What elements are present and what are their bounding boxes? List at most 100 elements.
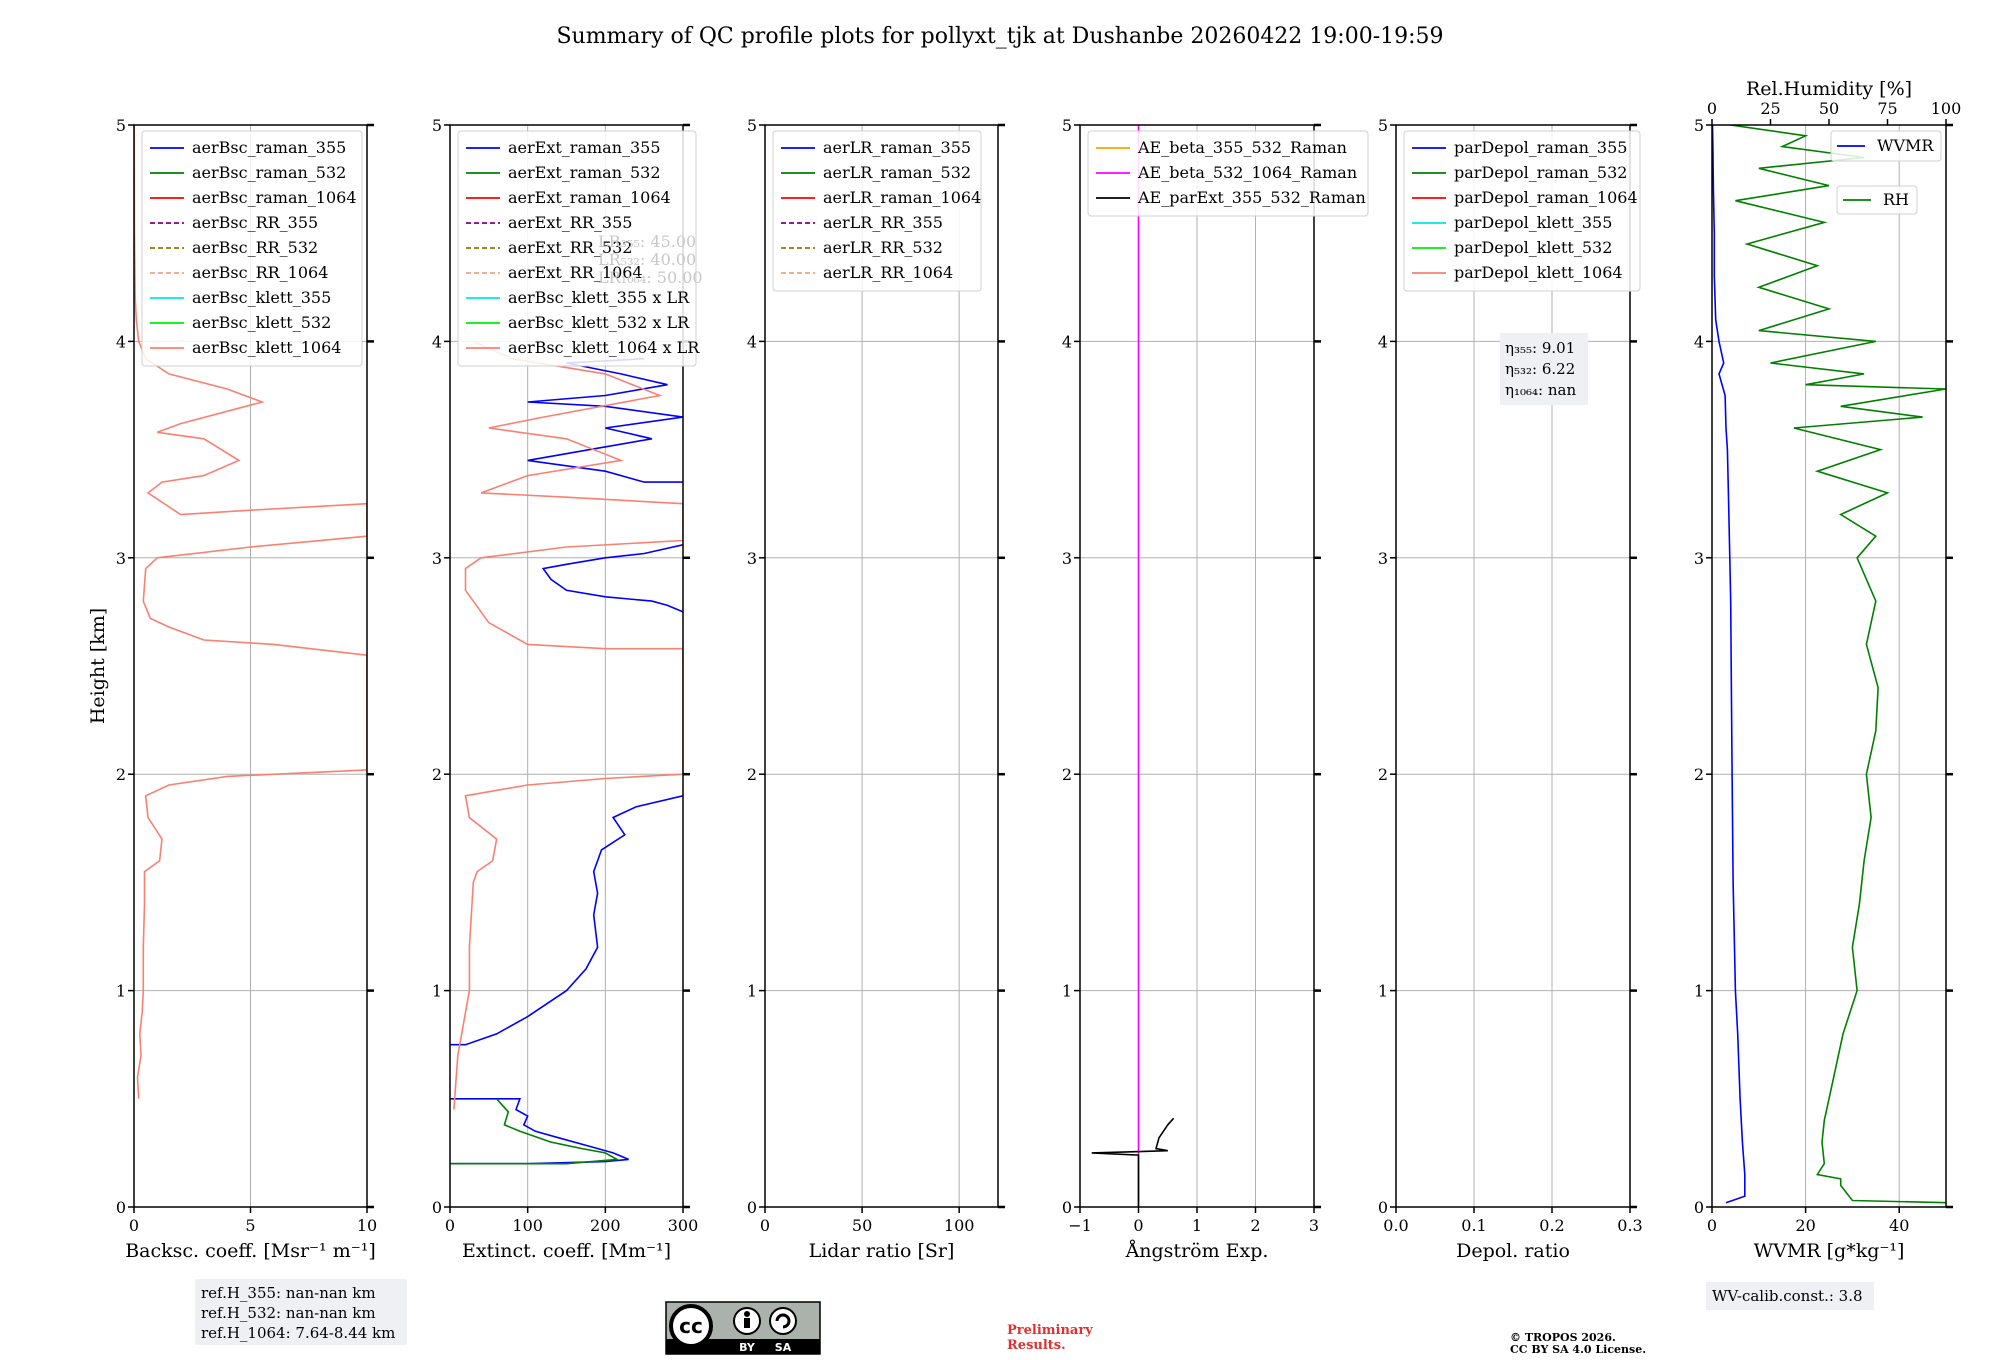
cc-logo-text: cc bbox=[679, 1314, 703, 1338]
ref-height-532: ref.H_532: nan-nan km bbox=[201, 1304, 376, 1322]
ref-height-box: ref.H_355: nan-nan km ref.H_532: nan-nan… bbox=[195, 1279, 407, 1345]
legend-frame bbox=[141, 130, 363, 367]
eta-annotation: η₃₅₅: 9.01 bbox=[1505, 339, 1575, 357]
x-tick-label: −1 bbox=[1068, 1216, 1092, 1235]
x-tick-label: 5 bbox=[245, 1216, 255, 1235]
y-tick-label: 4 bbox=[747, 332, 757, 351]
y-tick-label: 0 bbox=[432, 1198, 442, 1217]
y-tick-label: 5 bbox=[1378, 116, 1388, 135]
sa-text: SA bbox=[775, 1341, 792, 1354]
y-tick-label: 3 bbox=[747, 549, 757, 568]
legend-label: aerExt_RR_1064 bbox=[508, 263, 643, 282]
eta-annotation-box bbox=[1500, 333, 1588, 405]
sa-share-icon bbox=[769, 1307, 797, 1335]
series-line-aerbsc-klett-1064 bbox=[134, 125, 367, 1099]
legend-frame bbox=[1403, 130, 1641, 292]
y-tick-label: 1 bbox=[1378, 982, 1388, 1001]
preliminary-line-2: Results. bbox=[1007, 1338, 1066, 1353]
top-x-tick-label: 0 bbox=[1707, 99, 1717, 118]
x-tick-label: 3 bbox=[1309, 1216, 1319, 1235]
y-tick-label: 4 bbox=[1694, 332, 1704, 351]
y-tick-label: 2 bbox=[747, 765, 757, 784]
legend-frame bbox=[1087, 130, 1369, 217]
legend-label: aerLR_raman_532 bbox=[823, 163, 971, 182]
eta-annotation: η₁₀₆₄: nan bbox=[1505, 381, 1576, 399]
legend-label: WVMR bbox=[1877, 136, 1934, 155]
legend-label: AE_beta_532_1064_Raman bbox=[1137, 163, 1357, 182]
x-tick-label: 100 bbox=[512, 1216, 543, 1235]
legend-label: aerExt_raman_1064 bbox=[508, 188, 671, 207]
panel-depol: 0.0 0.1 0.2 0.3 0 1 2 3 4 5 Depol. ratio parDepol_r… bbox=[1378, 116, 1643, 1262]
panel-backscatter: 0 5 10 0 1 2 3 4 5 Backsc. coeff. [Msr⁻¹ m⁻¹] Heig… bbox=[87, 116, 377, 1262]
legend-lidar_ratio: aerLR_raman_355 aerLR_raman_532 aerLR_rama… bbox=[772, 130, 982, 292]
x-tick-label: 20 bbox=[1795, 1216, 1815, 1235]
y-tick-label: 5 bbox=[1694, 116, 1704, 135]
x-tick-label: 50 bbox=[852, 1216, 872, 1235]
copyright-line-2: CC BY SA 4.0 License. bbox=[1510, 1343, 1646, 1356]
x-axis-label: Depol. ratio bbox=[1456, 1240, 1570, 1262]
legend-label: aerBsc_raman_1064 bbox=[192, 188, 357, 207]
legend-label: aerBsc_klett_1064 x LR bbox=[508, 338, 700, 357]
x-tick-label: 0 bbox=[760, 1216, 770, 1235]
axes-frame bbox=[1711, 124, 1947, 1208]
x-axis-label: Ångström Exp. bbox=[1125, 1240, 1269, 1262]
x-tick-label: 0.0 bbox=[1383, 1216, 1408, 1235]
legend-label: aerLR_RR_1064 bbox=[823, 263, 953, 282]
panel-extinction: 0 100 200 300 0 1 2 3 4 5 Extinct. coeff. [Mm⁻¹] ae… bbox=[432, 116, 703, 1262]
y-tick-label: 4 bbox=[116, 332, 126, 351]
legend-label: aerBsc_klett_355 x LR bbox=[508, 288, 690, 307]
x-tick-label: 10 bbox=[357, 1216, 377, 1235]
by-person-body-icon bbox=[744, 1318, 750, 1328]
ref-height-355: ref.H_355: nan-nan km bbox=[201, 1284, 376, 1302]
legend-label: parDepol_klett_1064 bbox=[1454, 263, 1623, 282]
y-tick-label: 5 bbox=[747, 116, 757, 135]
y-tick-label: 1 bbox=[747, 982, 757, 1001]
legend-label: aerBsc_klett_1064 bbox=[192, 338, 341, 357]
legend-label: aerBsc_raman_532 bbox=[192, 163, 346, 182]
series-line-wvmr bbox=[1712, 125, 1746, 1204]
series-line-aerext-raman-355-high bbox=[541, 544, 683, 613]
legend-label: RH bbox=[1883, 190, 1909, 209]
series-line-aerext-raman-355-low bbox=[450, 1098, 629, 1165]
lr-annotation: LR₅₃₂: 40.00 bbox=[598, 250, 696, 269]
legend-backscatter: aerBsc_raman_355 aerBsc_raman_532 aerBsc_r… bbox=[141, 130, 363, 367]
series-line-aerext-raman-355 bbox=[450, 795, 683, 1046]
legend-label: aerExt_RR_355 bbox=[508, 213, 632, 232]
y-tick-label: 5 bbox=[1062, 116, 1072, 135]
axes-frame bbox=[1395, 124, 1631, 1208]
legend-angstrom: AE_beta_355_532_Raman AE_beta_532_1064_Ra… bbox=[1087, 130, 1369, 217]
x-tick-label: 0.2 bbox=[1539, 1216, 1564, 1235]
y-axis-label: Height [km] bbox=[87, 608, 109, 724]
preliminary-line-1: Preliminary bbox=[1007, 1323, 1093, 1338]
y-tick-label: 5 bbox=[116, 116, 126, 135]
y-tick-label: 3 bbox=[432, 549, 442, 568]
cc-license-logo: cc BY SA bbox=[665, 1301, 821, 1355]
legend-label: parDepol_klett_532 bbox=[1454, 238, 1612, 257]
wv-calib-text: WV-calib.const.: 3.8 bbox=[1712, 1287, 1863, 1305]
x-axis-label: WVMR [g*kg⁻¹] bbox=[1754, 1240, 1905, 1262]
x-tick-label: 0 bbox=[1133, 1216, 1143, 1235]
legend-label: aerLR_RR_532 bbox=[823, 238, 943, 257]
cc-circle-icon bbox=[669, 1304, 713, 1348]
top-x-tick-label: 100 bbox=[1931, 99, 1962, 118]
lr-annotation: LR₁₀₆₄: 50.00 bbox=[598, 268, 703, 287]
y-tick-label: 2 bbox=[116, 765, 126, 784]
legend-frame bbox=[1836, 185, 1918, 215]
ref-height-1064: ref.H_1064: 7.64-8.44 km bbox=[201, 1324, 395, 1342]
y-tick-label: 4 bbox=[1378, 332, 1388, 351]
figure-title: Summary of QC profile plots for pollyxt_… bbox=[556, 24, 1443, 49]
legend-label: aerBsc_klett_532 x LR bbox=[508, 313, 690, 332]
legend-label: aerBsc_klett_532 bbox=[192, 313, 331, 332]
legend-label: aerBsc_RR_1064 bbox=[192, 263, 328, 282]
y-tick-label: 1 bbox=[1694, 982, 1704, 1001]
x-tick-label: 2 bbox=[1250, 1216, 1260, 1235]
y-tick-label: 3 bbox=[1378, 549, 1388, 568]
ref-height-box-bg bbox=[195, 1279, 407, 1345]
y-tick-label: 5 bbox=[432, 116, 442, 135]
legend-label: aerExt_raman_355 bbox=[508, 138, 661, 157]
eta-annotation: η₅₃₂: 6.22 bbox=[1505, 360, 1575, 378]
x-tick-label: 0 bbox=[129, 1216, 139, 1235]
legend-extinction: aerExt_raman_355 aerExt_raman_532 aerExt_r… bbox=[457, 130, 700, 367]
